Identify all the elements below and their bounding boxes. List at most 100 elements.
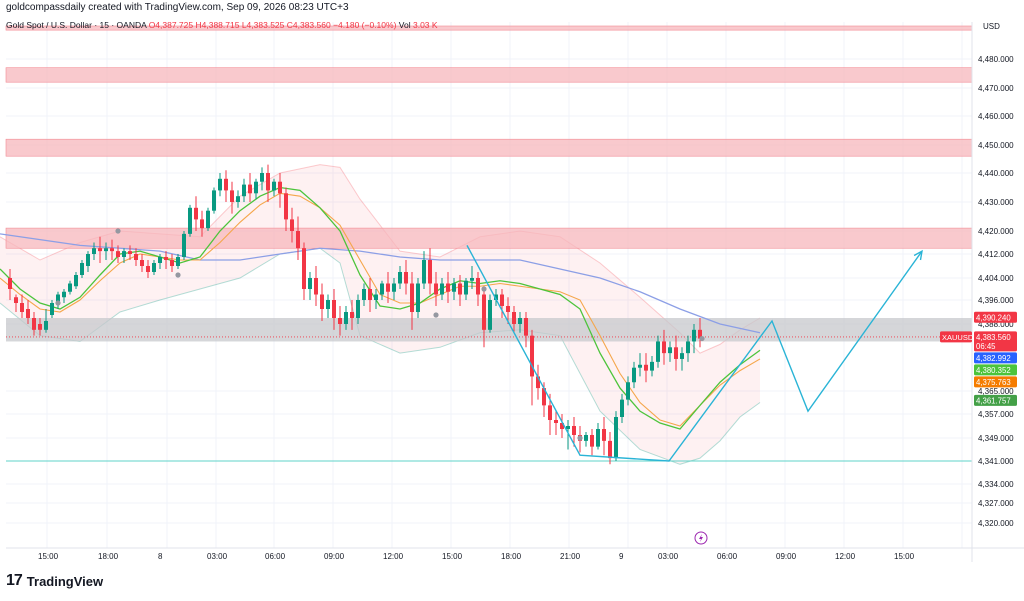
currency-label: USD	[983, 22, 1000, 31]
time-tick-label: 12:00	[835, 552, 856, 561]
candle-body	[296, 231, 300, 249]
candle-body	[608, 440, 612, 459]
candle-body	[404, 272, 408, 284]
price-label-box	[974, 394, 1017, 406]
candle-body	[116, 251, 120, 257]
candle-body	[674, 347, 678, 359]
candle-body	[500, 294, 504, 306]
band-fill	[0, 164, 760, 465]
candle-body	[278, 181, 282, 194]
candle-body	[434, 283, 438, 295]
candle-body	[512, 312, 516, 324]
candle-body	[32, 318, 36, 330]
price-tick-label: 4,357.000	[978, 410, 1014, 419]
price-tick-label: 4,404.000	[978, 274, 1014, 283]
candle-body	[452, 283, 456, 292]
candle-body	[62, 291, 66, 298]
candle-body	[332, 300, 336, 318]
candle-body	[518, 318, 522, 324]
candle-body	[80, 263, 84, 275]
candle-body	[158, 257, 162, 263]
volume-label: Vol	[398, 20, 411, 30]
candle-body	[614, 417, 618, 459]
price-label-text: 4,382.992	[976, 354, 1011, 363]
resistance-zone	[5, 138, 973, 157]
signal-marker	[55, 300, 61, 306]
chart-attribution: goldcompassdaily created with TradingVie…	[6, 2, 349, 13]
price-label-box	[974, 311, 1017, 323]
symbol-name: Gold Spot / U.S. Dollar · 15 · OANDA	[6, 20, 147, 30]
symbol-info: Gold Spot / U.S. Dollar · 15 · OANDA O4,…	[6, 20, 438, 30]
price-tick-label: 4,480.000	[978, 55, 1014, 64]
candle-body	[506, 306, 510, 312]
candle-body	[596, 429, 600, 447]
candle-body	[698, 329, 702, 339]
candle-body	[662, 341, 666, 354]
price-tick-label: 4,460.000	[978, 112, 1014, 121]
time-tick-label: 09:00	[776, 552, 797, 561]
candle-body	[482, 294, 486, 330]
candle-body	[200, 219, 204, 229]
candle-body	[638, 364, 642, 368]
candle-body	[392, 283, 396, 292]
tradingview-brand[interactable]: 17 TradingView	[6, 572, 103, 590]
candle-body	[398, 272, 402, 284]
candle-body	[572, 426, 576, 435]
candle-body	[236, 196, 240, 202]
candle-body	[602, 429, 606, 441]
signal-marker	[433, 312, 439, 318]
candle-body	[206, 210, 210, 229]
ma-green-line	[0, 186, 761, 430]
time-tick-label: 06:00	[265, 552, 286, 561]
candle-body	[422, 260, 426, 284]
open-price: O4,387.725	[148, 20, 194, 30]
time-tick-label: 15:00	[38, 552, 59, 561]
candle-body	[74, 275, 78, 287]
projection-arrowhead	[913, 249, 923, 261]
symbol-tag-text: XAUUSD	[942, 333, 974, 342]
price-label-box	[974, 376, 1017, 388]
candle-body	[140, 260, 144, 266]
resistance-zone	[5, 227, 973, 249]
price-tick-label: 4,341.000	[978, 457, 1014, 466]
candle-body	[626, 382, 630, 400]
time-tick-label: 09:00	[324, 552, 345, 561]
signal-marker	[481, 286, 487, 292]
price-tick-label: 4,450.000	[978, 141, 1014, 150]
candle-body	[554, 420, 558, 423]
close-price: C4,383.560	[286, 20, 331, 30]
price-tick-label: 4,349.000	[978, 434, 1014, 443]
candle-body	[530, 335, 534, 377]
price-tick-label: 4,388.000	[978, 320, 1014, 329]
candle-body	[686, 341, 690, 354]
candle-body	[272, 181, 276, 191]
candle-body	[338, 318, 342, 324]
candle-body	[440, 283, 444, 295]
candle-body	[428, 260, 432, 284]
candle-body	[188, 207, 192, 234]
candle-body	[590, 435, 594, 447]
candle-body	[134, 254, 138, 260]
signal-marker	[175, 272, 181, 278]
candle-body	[470, 278, 474, 281]
symbol-tag-box	[940, 331, 972, 343]
time-tick-label: 9	[619, 552, 624, 561]
candle-body	[20, 303, 24, 312]
candle-body	[218, 178, 222, 191]
candle-body	[248, 184, 252, 194]
candle-body	[362, 289, 366, 300]
candle-body	[182, 233, 186, 257]
price-label-text: 4,361.757	[976, 396, 1011, 405]
candle-body	[650, 361, 654, 371]
price-label-box	[974, 364, 1017, 376]
time-tick-label: 12:00	[383, 552, 404, 561]
candle-body	[68, 283, 72, 292]
ma-slow-line	[0, 233, 761, 334]
price-tick-label: 4,420.000	[978, 227, 1014, 236]
time-tick-label: 18:00	[98, 552, 119, 561]
candle-body	[224, 178, 228, 191]
price-tick-label: 4,396.000	[978, 296, 1014, 305]
lightning-bolt	[699, 534, 703, 542]
candle-body	[290, 219, 294, 231]
